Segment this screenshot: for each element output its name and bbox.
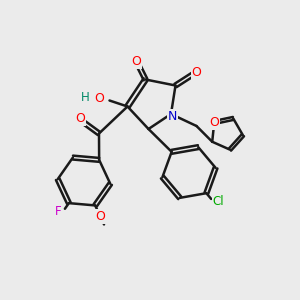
Text: O: O xyxy=(94,92,104,106)
Text: H: H xyxy=(80,91,89,104)
Text: O: O xyxy=(192,65,201,79)
Text: O: O xyxy=(209,116,219,129)
Text: Cl: Cl xyxy=(213,195,224,208)
Text: O: O xyxy=(75,112,85,125)
Text: N: N xyxy=(168,110,178,124)
Text: O: O xyxy=(95,210,105,223)
Text: O: O xyxy=(132,55,141,68)
Text: F: F xyxy=(55,205,62,218)
